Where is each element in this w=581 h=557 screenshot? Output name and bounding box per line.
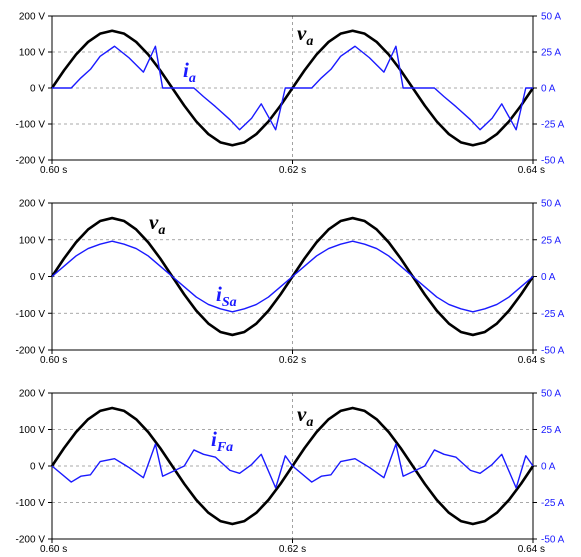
y-left-tick-label: 100 V — [19, 48, 45, 59]
x-tick-label: 0.62 s — [279, 165, 306, 176]
series-label-v-a: va — [297, 21, 313, 49]
y-left-tick-label: -200 V — [16, 156, 46, 167]
series-label-i-a: ia — [183, 58, 196, 86]
y-left-tick-label: -100 V — [16, 120, 46, 131]
y-right-tick-label: -25 A — [541, 498, 565, 509]
y-left-tick-label: -100 V — [16, 498, 46, 509]
y-right-tick-label: 25 A — [541, 425, 561, 436]
series-label-v-a: va — [297, 402, 313, 430]
series-label-base: i — [211, 427, 217, 451]
y-right-tick-label: 25 A — [541, 235, 561, 246]
series-line-i-a — [52, 45, 533, 131]
y-left-tick-label: -100 V — [16, 309, 46, 320]
y-right-tick-label: -25 A — [541, 120, 565, 131]
series-line-i-sa — [51, 240, 534, 313]
series-label-base: v — [297, 402, 307, 426]
x-tick-label: 0.64 s — [518, 544, 545, 555]
series-label-base: v — [297, 21, 307, 45]
series-label-base: v — [149, 210, 159, 234]
y-right-tick-label: -50 A — [541, 156, 565, 167]
y-left-tick-label: 0 V — [30, 272, 45, 283]
series-label-v-a: va — [149, 210, 165, 238]
y-right-tick-label: 50 A — [541, 12, 561, 23]
y-right-tick-label: 0 A — [541, 84, 556, 95]
series-label-base: i — [216, 282, 222, 306]
y-left-tick-label: -200 V — [16, 535, 46, 546]
series-label-base: i — [183, 58, 189, 82]
series-label-subscript: a — [306, 415, 313, 430]
y-right-tick-label: 0 A — [541, 272, 556, 283]
y-left-tick-label: 200 V — [19, 199, 45, 210]
y-left-tick-label: -200 V — [16, 346, 46, 357]
y-right-tick-label: 50 A — [541, 199, 561, 210]
series-label-i-fa: iFa — [211, 427, 233, 455]
y-left-tick-label: 100 V — [19, 235, 45, 246]
x-tick-label: 0.62 s — [279, 355, 306, 366]
chart-panel-3: 200 V 50 A 100 V 25 A 0 V 0 A -100 V -25 A -200 … — [16, 389, 565, 556]
x-tick-label: 0.62 s — [279, 544, 306, 555]
y-left-tick-label: 200 V — [19, 389, 45, 400]
y-right-tick-label: 50 A — [541, 389, 561, 400]
chart-panel-2: 200 V 50 A 100 V 25 A 0 V 0 A -100 V -25 A -200 … — [16, 199, 565, 367]
y-right-tick-label: -25 A — [541, 309, 565, 320]
series-line-i-fa — [51, 443, 534, 489]
series-label-i-sa: iSa — [216, 282, 237, 310]
y-left-tick-label: 100 V — [19, 425, 45, 436]
y-right-tick-label: -50 A — [541, 535, 565, 546]
panels: 200 V 50 A 100 V 25 A 0 V 0 A -100 V -25 A -200 … — [16, 12, 565, 556]
series-label-subscript: Fa — [216, 440, 233, 455]
series-label-subscript: a — [158, 223, 165, 238]
x-tick-label: 0.60 s — [40, 355, 67, 366]
y-left-tick-label: 0 V — [30, 84, 45, 95]
series-label-subscript: a — [189, 71, 196, 86]
y-right-tick-label: 0 A — [541, 462, 556, 473]
x-tick-label: 0.60 s — [40, 544, 67, 555]
chart-panel-1: 200 V 50 A 100 V 25 A 0 V 0 A -100 V -25 A -200 … — [16, 12, 565, 177]
y-left-tick-label: 0 V — [30, 462, 45, 473]
x-tick-label: 0.64 s — [518, 165, 545, 176]
series-label-subscript: Sa — [222, 295, 237, 310]
y-right-tick-label: 25 A — [541, 48, 561, 59]
y-left-tick-label: 200 V — [19, 12, 45, 23]
y-right-tick-label: -50 A — [541, 346, 565, 357]
x-tick-label: 0.64 s — [518, 355, 545, 366]
series-label-subscript: a — [306, 34, 313, 49]
x-tick-label: 0.60 s — [40, 165, 67, 176]
